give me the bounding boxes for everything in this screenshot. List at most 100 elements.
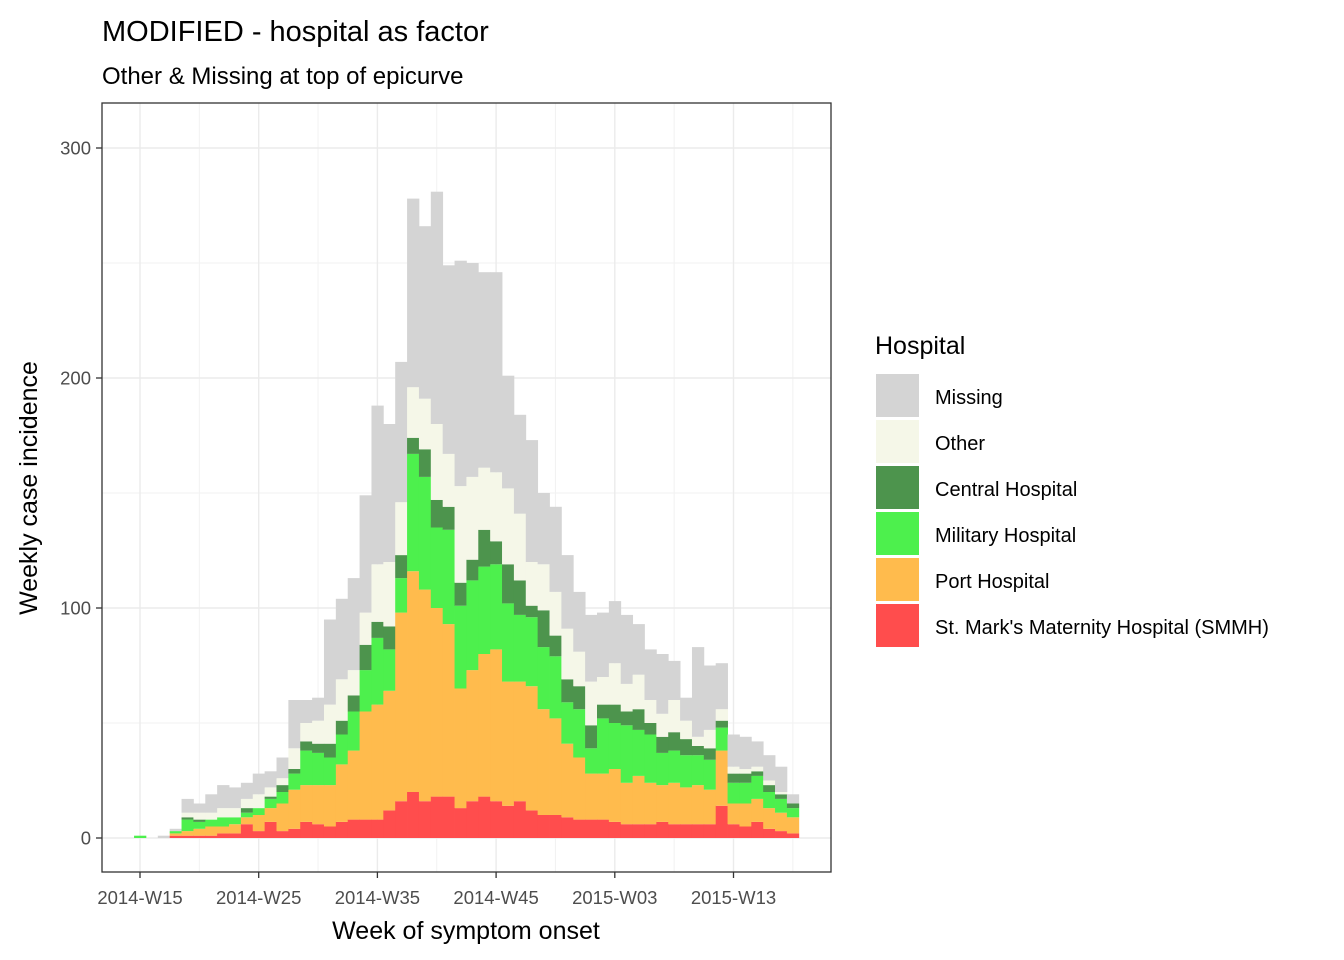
bar-segment-2014-W24-s3 — [240, 808, 254, 813]
bar-segment-2014-W29-s0 — [300, 821, 313, 838]
bar-segment-2014-W47-s1 — [513, 681, 527, 802]
bar-segment-2015-W05-s1 — [632, 775, 645, 825]
bar-segment-2015-W06-s1 — [644, 782, 657, 825]
bar-segment-2014-W52-s3 — [573, 686, 586, 710]
bar-segment-2014-W27-s1 — [276, 803, 289, 832]
legend-label: Port Hospital — [935, 571, 1050, 593]
bar-segment-2014-W39-s0 — [418, 801, 432, 838]
bar-segment-2014-W40-s1 — [430, 608, 444, 797]
bar-segment-2014-W44-s1 — [478, 654, 491, 797]
bar-segment-2015-W08-s5 — [668, 660, 681, 700]
bar-segment-2014-W35-s5 — [371, 405, 384, 565]
bar-segment-2014-W27-s0 — [276, 831, 289, 838]
bar-segment-2015-W12-s5 — [715, 663, 728, 710]
bar-segment-2014-W43-s5 — [466, 263, 479, 477]
bar-segment-2014-W36-s2 — [383, 649, 396, 691]
bar-segment-2015-W07-s5 — [656, 654, 669, 714]
legend-key-swatch — [876, 558, 919, 601]
bar-segment-2014-W19-s5 — [181, 798, 194, 813]
bar-segment-2014-W49-s2 — [537, 647, 550, 710]
bar-segment-2014-W24-s5 — [240, 782, 254, 799]
bar-segment-2015-W16-s3 — [763, 785, 776, 792]
bar-segment-2014-W33-s0 — [347, 819, 360, 838]
bar-segment-2014-W46-s0 — [502, 805, 515, 838]
bar-segment-2014-W50-s2 — [549, 656, 562, 719]
bar-segment-2014-W42-s1 — [454, 688, 467, 809]
bar-segment-2014-W20-s4 — [193, 812, 206, 820]
bar-segment-2014-W44-s0 — [478, 796, 491, 838]
bar-segment-2014-W38-s1 — [407, 571, 420, 792]
bar-segment-2014-W28-s2 — [288, 773, 301, 790]
bar-segment-2014-W23-s5 — [229, 787, 242, 809]
bar-segment-2014-W49-s1 — [537, 709, 550, 815]
bar-segment-2014-W49-s4 — [537, 564, 550, 611]
bar-segment-2014-W36-s0 — [383, 810, 396, 838]
bar-segment-2014-W45-s5 — [490, 272, 503, 473]
bar-segment-2014-W34-s5 — [359, 495, 372, 613]
bar-segment-2015-W09-s3 — [680, 739, 693, 756]
bar-segment-2014-W15-s2 — [134, 835, 147, 838]
bar-segment-2014-W36-s4 — [383, 562, 396, 627]
bar-segment-2014-W19-s1 — [181, 831, 194, 836]
bar-segment-2014-W47-s3 — [513, 580, 527, 615]
bar-segment-2014-W36-s3 — [383, 626, 396, 650]
bar-segment-2014-W34-s3 — [359, 644, 372, 671]
bar-segment-2015-W01-s5 — [585, 614, 598, 682]
bar-segment-2014-W27-s4 — [276, 778, 289, 786]
bar-segment-2015-W03-s1 — [608, 769, 622, 822]
bar-segment-2014-W48-s0 — [525, 810, 539, 838]
bar-segment-2014-W29-s4 — [300, 723, 313, 742]
bar-segment-2014-W46-s3 — [502, 564, 515, 604]
bar-segment-2014-W35-s1 — [371, 704, 384, 820]
bar-segment-2014-W20-s5 — [193, 803, 206, 813]
bar-segment-2014-W52-s4 — [573, 651, 586, 687]
chart-subtitle: Other & Missing at top of epicurve — [102, 63, 464, 90]
bar-segment-2014-W21-s5 — [205, 794, 218, 813]
bar-segment-2015-W11-s4 — [703, 729, 717, 749]
bar-segment-2015-W08-s4 — [668, 700, 681, 733]
legend-key-swatch — [876, 420, 919, 463]
bar-segment-2014-W52-s1 — [573, 757, 586, 820]
x-tick-label: 2014-W15 — [97, 887, 182, 908]
bar-segment-2014-W31-s5 — [323, 619, 337, 705]
bar-segment-2015-W05-s0 — [632, 824, 645, 838]
bar-segment-2014-W52-s0 — [573, 819, 586, 838]
bar-segment-2015-W04-s0 — [620, 824, 634, 838]
bar-segment-2014-W48-s5 — [525, 440, 539, 562]
bar-segment-2014-W21-s1 — [205, 826, 218, 836]
bar-segment-2014-W31-s0 — [323, 826, 337, 838]
bar-segment-2014-W30-s4 — [312, 720, 325, 744]
bar-segment-2014-W35-s2 — [371, 637, 384, 705]
bar-segment-2015-W18-s5 — [786, 794, 800, 804]
bar-segment-2014-W40-s3 — [430, 499, 444, 528]
bar-segment-2014-W30-s0 — [312, 824, 325, 838]
bar-segment-2014-W40-s0 — [430, 796, 444, 838]
y-tick-label: 0 — [81, 828, 91, 849]
x-tick-label: 2014-W35 — [335, 887, 420, 908]
bar-segment-2015-W01-s4 — [585, 681, 598, 726]
bar-segment-2014-W39-s2 — [418, 476, 432, 590]
bar-segment-2015-W02-s4 — [597, 677, 610, 705]
bar-segment-2014-W25-s2 — [252, 808, 266, 815]
x-axis-title: Week of symptom onset — [332, 917, 600, 945]
bar-segment-2014-W25-s1 — [252, 815, 266, 832]
y-axis-title: Weekly case incidence — [15, 361, 43, 615]
bar-segment-2015-W13-s1 — [727, 803, 740, 825]
bar-segment-2014-W51-s3 — [561, 679, 574, 703]
bar-segment-2015-W15-s4 — [751, 766, 764, 772]
bar-segment-2015-W17-s5 — [775, 766, 788, 792]
bar-segment-2015-W07-s1 — [656, 785, 669, 822]
bar-segment-2015-W12-s0 — [715, 805, 728, 838]
bar-segment-2014-W31-s1 — [323, 785, 337, 827]
bar-segment-2015-W11-s5 — [703, 665, 717, 730]
bar-segment-2014-W20-s1 — [193, 828, 206, 836]
bar-segment-2014-W42-s5 — [454, 260, 467, 487]
bar-segment-2014-W23-s1 — [229, 824, 242, 834]
bar-segment-2014-W26-s5 — [264, 771, 277, 788]
bar-segment-2014-W33-s1 — [347, 750, 360, 820]
bar-segment-2014-W21-s0 — [205, 835, 218, 838]
bar-segment-2015-W10-s3 — [691, 746, 705, 756]
bar-segment-2014-W40-s4 — [430, 424, 444, 500]
bar-segment-2014-W51-s5 — [561, 555, 574, 629]
